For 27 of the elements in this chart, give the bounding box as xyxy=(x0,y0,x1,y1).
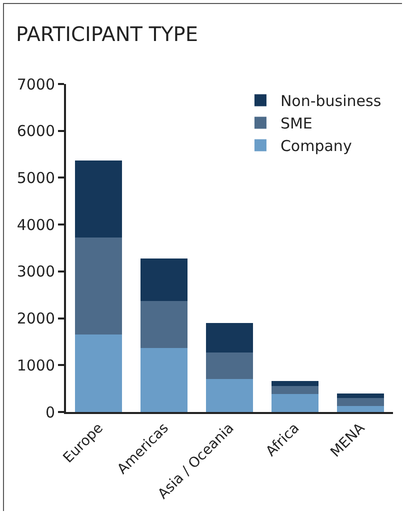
legend-label: Company xyxy=(280,137,352,156)
y-tick-label: 4000 xyxy=(16,216,55,234)
chart-title: PARTICIPANT TYPE xyxy=(16,22,198,46)
bar xyxy=(140,258,188,301)
y-tick-label: 0 xyxy=(45,403,55,422)
bar xyxy=(75,238,122,335)
bar xyxy=(336,398,384,406)
bar xyxy=(140,300,188,348)
bar xyxy=(206,352,254,380)
legend-label: SME xyxy=(280,114,312,133)
y-tick-label: 2000 xyxy=(16,310,55,328)
y-tick-label: 1000 xyxy=(16,356,55,374)
bar xyxy=(271,386,318,394)
bar xyxy=(336,406,384,412)
bar xyxy=(336,393,384,398)
bar xyxy=(75,334,122,412)
bar xyxy=(206,322,254,352)
bar xyxy=(206,379,254,412)
y-tick-label: 6000 xyxy=(16,122,55,140)
bar xyxy=(271,381,318,386)
bar xyxy=(140,348,188,412)
y-tick-label: 3000 xyxy=(16,262,55,281)
bar xyxy=(75,160,122,238)
y-tick-label: 5000 xyxy=(16,168,55,187)
y-tick-label: 7000 xyxy=(16,75,55,94)
legend-label: Non-business xyxy=(280,92,382,110)
bar xyxy=(271,394,318,412)
